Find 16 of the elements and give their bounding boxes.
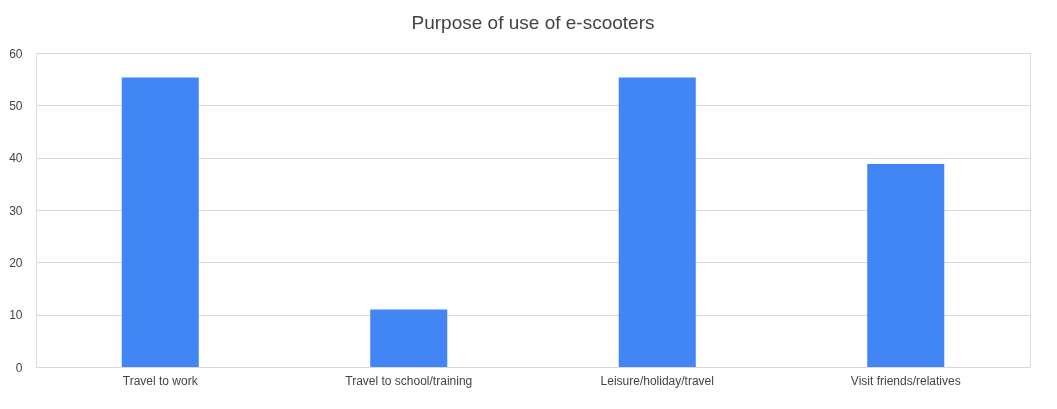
bar [370, 309, 448, 367]
y-tick-label: 30 [9, 203, 23, 218]
x-tick-label: Travel to work [122, 373, 199, 388]
y-tick-label: 20 [9, 255, 23, 270]
bar [121, 77, 199, 367]
x-tick-label: Travel to school/training [345, 373, 473, 388]
bar [618, 77, 696, 367]
y-tick-label: 60 [9, 46, 23, 61]
x-tick-label: Visit friends/relatives [850, 373, 961, 388]
chart-title: Purpose of use of e-scooters [411, 12, 655, 33]
x-tick-label: Leisure/holiday/travel [600, 373, 714, 388]
y-tick-label: 0 [15, 360, 23, 375]
bar [867, 163, 945, 367]
y-tick-label: 40 [9, 151, 23, 166]
y-tick-label: 10 [9, 308, 23, 323]
y-tick-label: 50 [9, 98, 23, 113]
